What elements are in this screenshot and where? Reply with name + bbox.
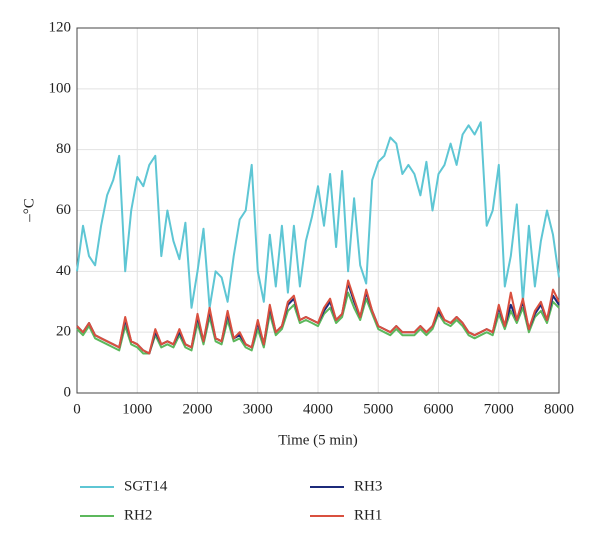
- x-tick-label: 2000: [183, 401, 213, 417]
- y-tick-label: 40: [56, 263, 71, 279]
- plot-frame: [76, 27, 560, 394]
- series-line: [76, 279, 560, 355]
- y-tick-label: 20: [56, 324, 71, 340]
- x-tick-label: 3000: [243, 401, 273, 417]
- legend-label: RH1: [354, 507, 382, 523]
- x-tick-label: 5000: [363, 401, 393, 417]
- x-axis-label: Time (5 min): [278, 432, 357, 448]
- x-tick-label: 1000: [122, 401, 152, 417]
- x-tick-label: 8000: [544, 401, 574, 417]
- y-tick-label: 80: [56, 141, 71, 157]
- x-tick-label: 6000: [424, 401, 454, 417]
- x-tick-label: 0: [73, 401, 81, 417]
- y-tick-label: 100: [49, 80, 72, 96]
- y-tick-label: 120: [49, 19, 72, 35]
- legend-label: SGT14: [124, 478, 168, 494]
- y-axis-label: –°C: [21, 198, 37, 223]
- legend-label: RH2: [124, 507, 152, 523]
- y-tick-label: 60: [56, 202, 71, 218]
- x-tick-label: 7000: [484, 401, 514, 417]
- series-line: [76, 291, 560, 355]
- series-line: [76, 121, 560, 309]
- x-tick-label: 4000: [303, 401, 333, 417]
- y-tick-label: 0: [64, 384, 72, 400]
- legend-label: RH3: [354, 478, 382, 494]
